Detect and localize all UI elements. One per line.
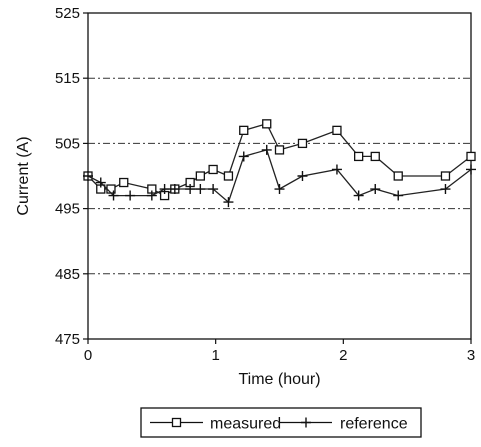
data-point-measured bbox=[262, 119, 272, 129]
data-point-reference bbox=[297, 171, 308, 181]
data-point-measured bbox=[223, 171, 234, 181]
data-point-reference bbox=[440, 184, 451, 195]
data-point-reference bbox=[108, 190, 119, 201]
data-point-reference bbox=[261, 144, 272, 155]
data-point-measured bbox=[195, 171, 205, 181]
x-tick-label: 1 bbox=[211, 347, 219, 364]
data-point-reference bbox=[159, 184, 170, 195]
data-point-reference bbox=[331, 164, 342, 175]
legend: measured reference bbox=[140, 407, 422, 438]
data-point-measured bbox=[440, 171, 451, 181]
y-tick-label: 475 bbox=[55, 331, 80, 348]
data-point-reference bbox=[223, 197, 234, 208]
data-point-measured bbox=[274, 145, 285, 155]
x-axis-title: Time (hour) bbox=[238, 371, 320, 388]
data-point-reference bbox=[208, 184, 219, 195]
data-point-reference bbox=[466, 164, 476, 175]
y-tick-label: 485 bbox=[55, 266, 80, 283]
legend-box bbox=[140, 407, 422, 438]
legend-item-measured: measured bbox=[150, 416, 281, 433]
legend-label-reference: reference bbox=[340, 416, 408, 433]
legend-item-reference: reference bbox=[280, 416, 408, 433]
data-point-measured bbox=[466, 151, 476, 162]
y-tick-label: 525 bbox=[55, 5, 80, 22]
legend-label-measured: measured bbox=[210, 416, 281, 433]
axis-ticks: 475 485 495 505 515 525 0 1 2 3 bbox=[55, 5, 475, 364]
legend-marker-reference bbox=[301, 417, 311, 428]
data-point-reference bbox=[353, 190, 364, 201]
gridlines bbox=[88, 77, 471, 275]
y-tick-label: 495 bbox=[55, 201, 80, 218]
data-point-measured bbox=[208, 164, 218, 175]
y-axis-title: Current (A) bbox=[15, 136, 32, 215]
data-point-reference bbox=[370, 184, 381, 195]
y-tick-label: 515 bbox=[55, 70, 80, 87]
data-point-measured bbox=[332, 125, 342, 136]
x-tick-label: 2 bbox=[339, 347, 347, 364]
y-tick-label: 505 bbox=[55, 135, 80, 152]
legend-items: measured reference bbox=[150, 416, 408, 433]
data-point-reference bbox=[95, 177, 106, 188]
data-point-measured bbox=[239, 125, 249, 136]
series-reference bbox=[83, 144, 476, 208]
series-layer bbox=[83, 119, 476, 208]
data-point-measured bbox=[119, 177, 129, 188]
data-point-reference bbox=[393, 190, 404, 201]
data-point-reference bbox=[83, 171, 93, 181]
x-tick-label: 0 bbox=[84, 347, 92, 364]
data-point-measured bbox=[354, 151, 364, 162]
data-point-reference bbox=[185, 184, 196, 195]
data-point-reference bbox=[125, 190, 136, 201]
data-point-measured bbox=[393, 171, 403, 181]
x-tick-label: 3 bbox=[467, 347, 475, 364]
data-point-measured bbox=[370, 151, 380, 162]
data-point-reference bbox=[146, 190, 157, 201]
data-point-measured bbox=[297, 138, 308, 149]
data-point-reference bbox=[169, 184, 180, 195]
legend-marker-measured bbox=[171, 417, 182, 428]
data-point-reference bbox=[238, 151, 249, 162]
data-point-reference bbox=[195, 184, 206, 195]
data-point-reference bbox=[274, 184, 285, 195]
